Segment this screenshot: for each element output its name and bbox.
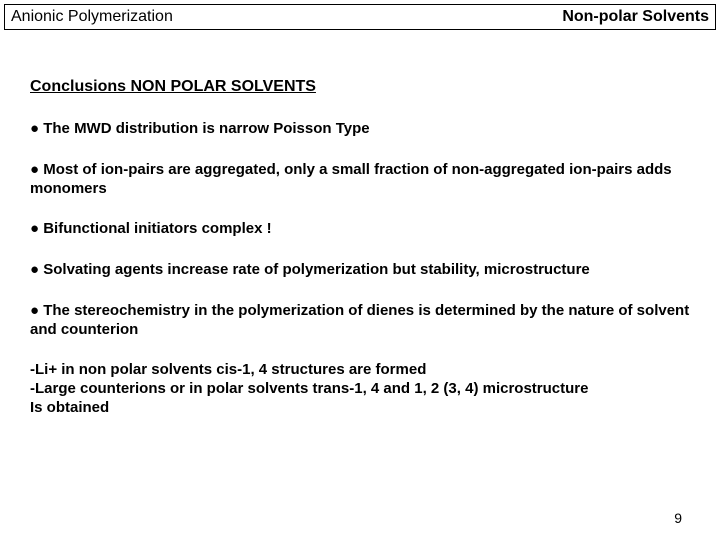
sub-line: -Li+ in non polar solvents cis-1, 4 stru… [30,361,690,380]
bullet-item: ● Most of ion-pairs are aggregated, only… [30,161,690,199]
sub-block: -Li+ in non polar solvents cis-1, 4 stru… [30,361,690,417]
content-area: Conclusions NON POLAR SOLVENTS ● The MWD… [0,30,720,418]
slide: Anionic Polymerization Non-polar Solvent… [0,4,720,544]
bullet-item: ● Solvating agents increase rate of poly… [30,261,690,280]
page-number: 9 [674,510,682,526]
sub-line: -Large counterions or in polar solvents … [30,380,690,399]
header-right: Non-polar Solvents [562,8,709,26]
bullet-item: ● Bifunctional initiators complex ! [30,220,690,239]
bullet-item: ● The MWD distribution is narrow Poisson… [30,120,690,139]
section-title: Conclusions NON POLAR SOLVENTS [30,78,690,96]
sub-line: Is obtained [30,399,690,418]
header-bar: Anionic Polymerization Non-polar Solvent… [4,4,716,30]
header-left: Anionic Polymerization [11,8,173,26]
bullet-item: ● The stereochemistry in the polymerizat… [30,302,690,340]
